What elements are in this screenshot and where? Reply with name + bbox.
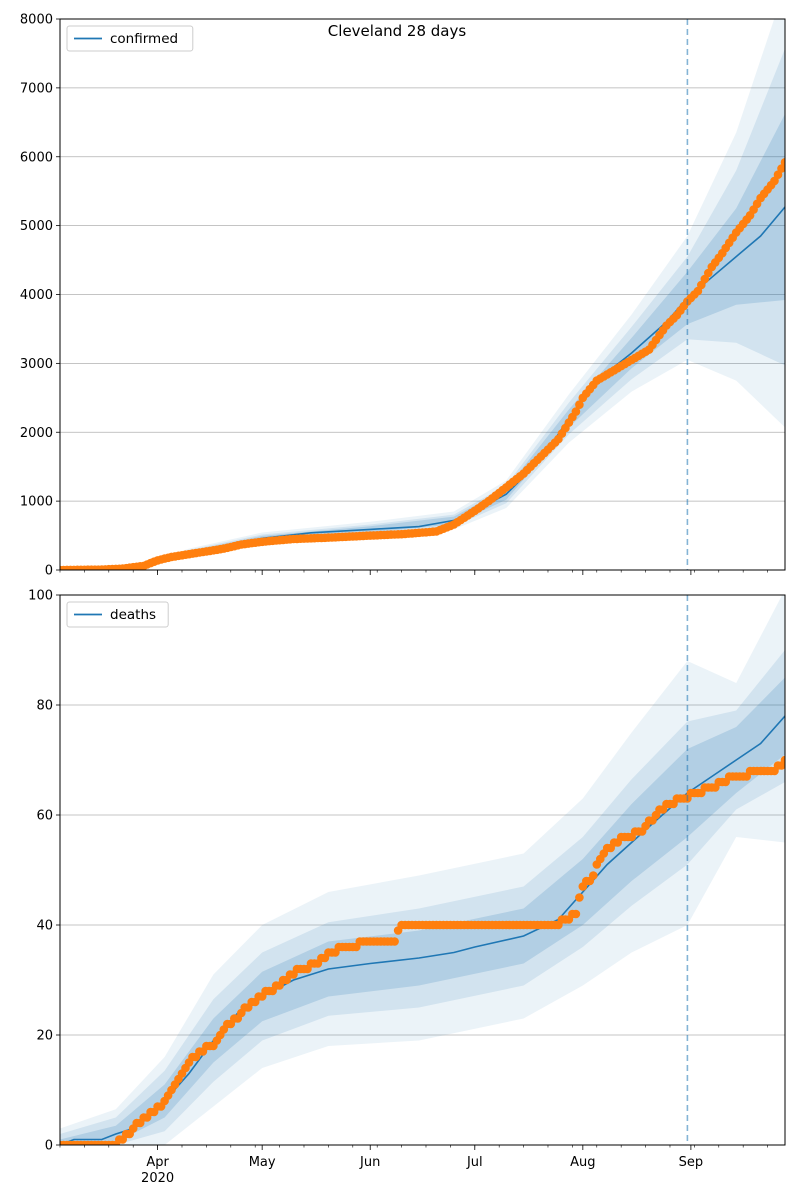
legend-label: confirmed — [110, 31, 178, 47]
observed-point — [571, 909, 581, 919]
confirmed-panel: 0 1000 2000 3000 4000 5000 6000 7000 8000 confirm… — [20, 13, 786, 579]
x-tick-label: Aug — [570, 1155, 595, 1170]
x-tick-label: Jul — [466, 1155, 483, 1170]
y-tick-label: 3000 — [20, 357, 53, 372]
deaths-panel: 0 20 40 60 80 100 Apr May Jun Jul Aug Sep 2020 deaths — [28, 589, 786, 1186]
uncertainty-band — [60, 114, 785, 570]
observed-point — [571, 407, 581, 416]
legend: confirmed — [66, 25, 194, 52]
legend-label: deaths — [110, 607, 156, 623]
y-tick-label: 0 — [45, 1139, 53, 1154]
observed-point — [575, 893, 584, 902]
y-tick-label: 8000 — [20, 13, 53, 28]
y-tick-label: 2000 — [20, 426, 53, 441]
observed-point — [780, 158, 785, 167]
y-tick-label: 5000 — [20, 219, 53, 234]
plot-frame — [59, 594, 786, 1146]
plot-frame — [59, 18, 786, 571]
x-tick-label: Sep — [679, 1155, 704, 1170]
observed-point — [390, 937, 399, 946]
observed-point — [589, 871, 598, 880]
observed-point — [575, 400, 584, 410]
chart-title: Cleveland 28 days — [328, 22, 467, 40]
uncertainty-band — [60, 677, 785, 1145]
x-tick-label: May — [249, 1155, 276, 1170]
y-tick-label: 40 — [36, 919, 53, 934]
x-tick-label: Apr — [146, 1155, 169, 1170]
y-tick-label: 4000 — [20, 288, 53, 303]
y-tick-label: 6000 — [20, 150, 53, 165]
legend: deaths — [66, 601, 169, 628]
y-tick-label: 100 — [28, 589, 53, 604]
y-tick-label: 80 — [36, 699, 53, 714]
y-tick-label: 20 — [36, 1029, 53, 1044]
y-tick-label: 0 — [45, 564, 53, 579]
uncertainty-band — [60, 650, 785, 1145]
x-year-label: 2020 — [141, 1171, 174, 1186]
observed-point — [777, 164, 785, 173]
x-tick-label: Jun — [359, 1155, 380, 1170]
y-tick-label: 60 — [36, 809, 53, 824]
y-tick-label: 7000 — [20, 81, 53, 96]
observed-point — [780, 755, 785, 765]
y-tick-label: 1000 — [20, 495, 53, 510]
